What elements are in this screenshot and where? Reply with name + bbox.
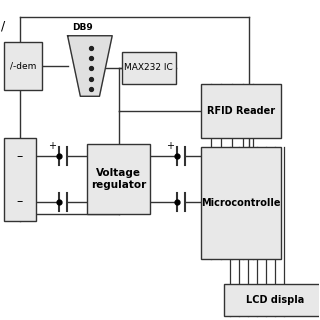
Text: LCD displa: LCD displa [245,295,304,305]
Text: /: / [1,20,5,32]
Bar [201,84,281,138]
Bar [224,284,320,316]
Text: +: + [166,141,174,151]
Text: Microcontrolle: Microcontrolle [202,198,281,208]
Bar [4,138,36,220]
Text: Voltage
regulator: Voltage regulator [91,168,146,190]
Text: +: + [49,141,57,151]
Bar [87,144,150,214]
Text: –


–: – – [17,150,23,208]
Text: MAX232 IC: MAX232 IC [124,63,173,72]
Text: DB9: DB9 [72,23,93,32]
Polygon shape [68,36,112,96]
Text: /-dem: /-dem [10,61,36,70]
Bar [201,147,281,259]
Text: RFID Reader: RFID Reader [207,106,275,116]
Bar [4,42,42,90]
Bar [122,52,176,84]
